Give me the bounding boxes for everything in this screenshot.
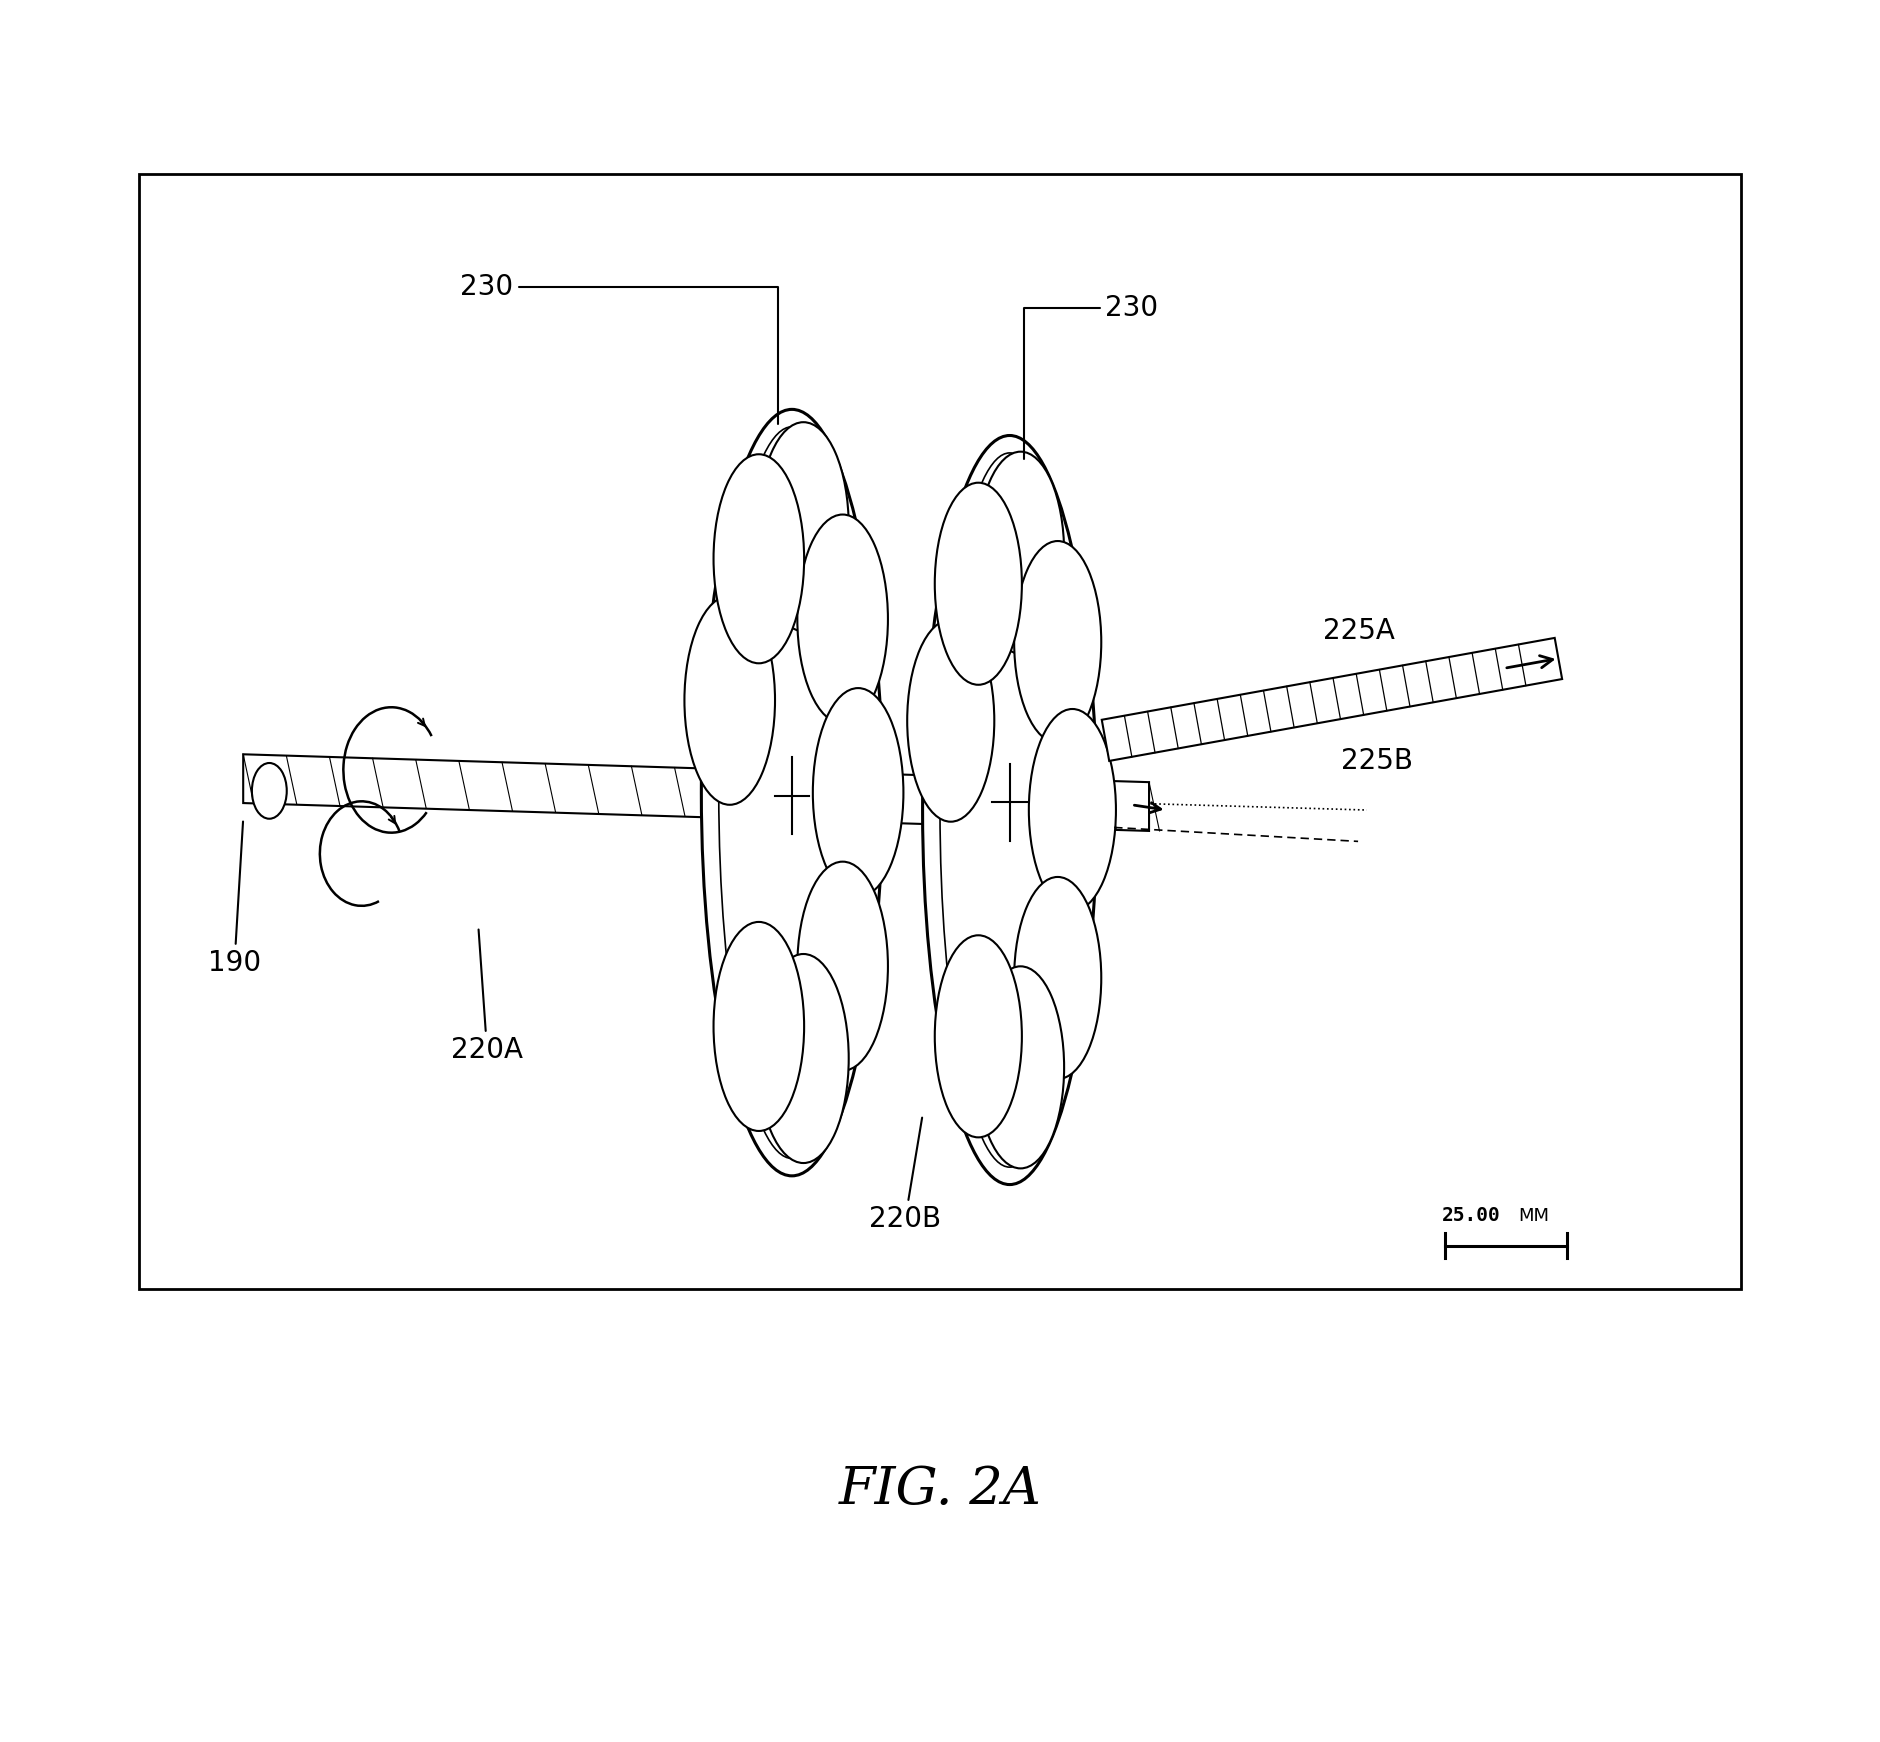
- Text: 225A: 225A: [1324, 617, 1395, 645]
- Ellipse shape: [252, 763, 288, 819]
- Text: 190: 190: [209, 822, 261, 977]
- Ellipse shape: [797, 514, 887, 723]
- Ellipse shape: [701, 409, 882, 1176]
- Ellipse shape: [923, 436, 1096, 1185]
- Ellipse shape: [714, 922, 805, 1131]
- Ellipse shape: [908, 620, 995, 822]
- Ellipse shape: [812, 688, 904, 897]
- Ellipse shape: [714, 455, 805, 664]
- Ellipse shape: [940, 453, 1079, 1167]
- Ellipse shape: [758, 955, 848, 1164]
- Ellipse shape: [978, 451, 1064, 653]
- Ellipse shape: [758, 422, 848, 631]
- Text: 220B: 220B: [869, 1118, 942, 1233]
- Ellipse shape: [978, 967, 1064, 1169]
- Bar: [139, 174, 1741, 1289]
- Ellipse shape: [1013, 876, 1102, 1078]
- Ellipse shape: [934, 483, 1023, 685]
- Ellipse shape: [797, 862, 887, 1071]
- Text: 230: 230: [1023, 294, 1158, 458]
- Text: 230: 230: [461, 273, 778, 423]
- Text: FIG. 2A: FIG. 2A: [838, 1463, 1042, 1516]
- Text: MM: MM: [1519, 1207, 1549, 1225]
- Ellipse shape: [1028, 709, 1117, 911]
- Polygon shape: [243, 754, 1149, 831]
- Text: 220A: 220A: [451, 930, 523, 1064]
- Polygon shape: [1102, 638, 1562, 761]
- Ellipse shape: [718, 427, 865, 1158]
- Text: 225B: 225B: [1340, 747, 1412, 775]
- Ellipse shape: [1013, 542, 1102, 744]
- Ellipse shape: [934, 935, 1023, 1138]
- Ellipse shape: [684, 596, 775, 805]
- Text: 25.00: 25.00: [1442, 1205, 1500, 1225]
